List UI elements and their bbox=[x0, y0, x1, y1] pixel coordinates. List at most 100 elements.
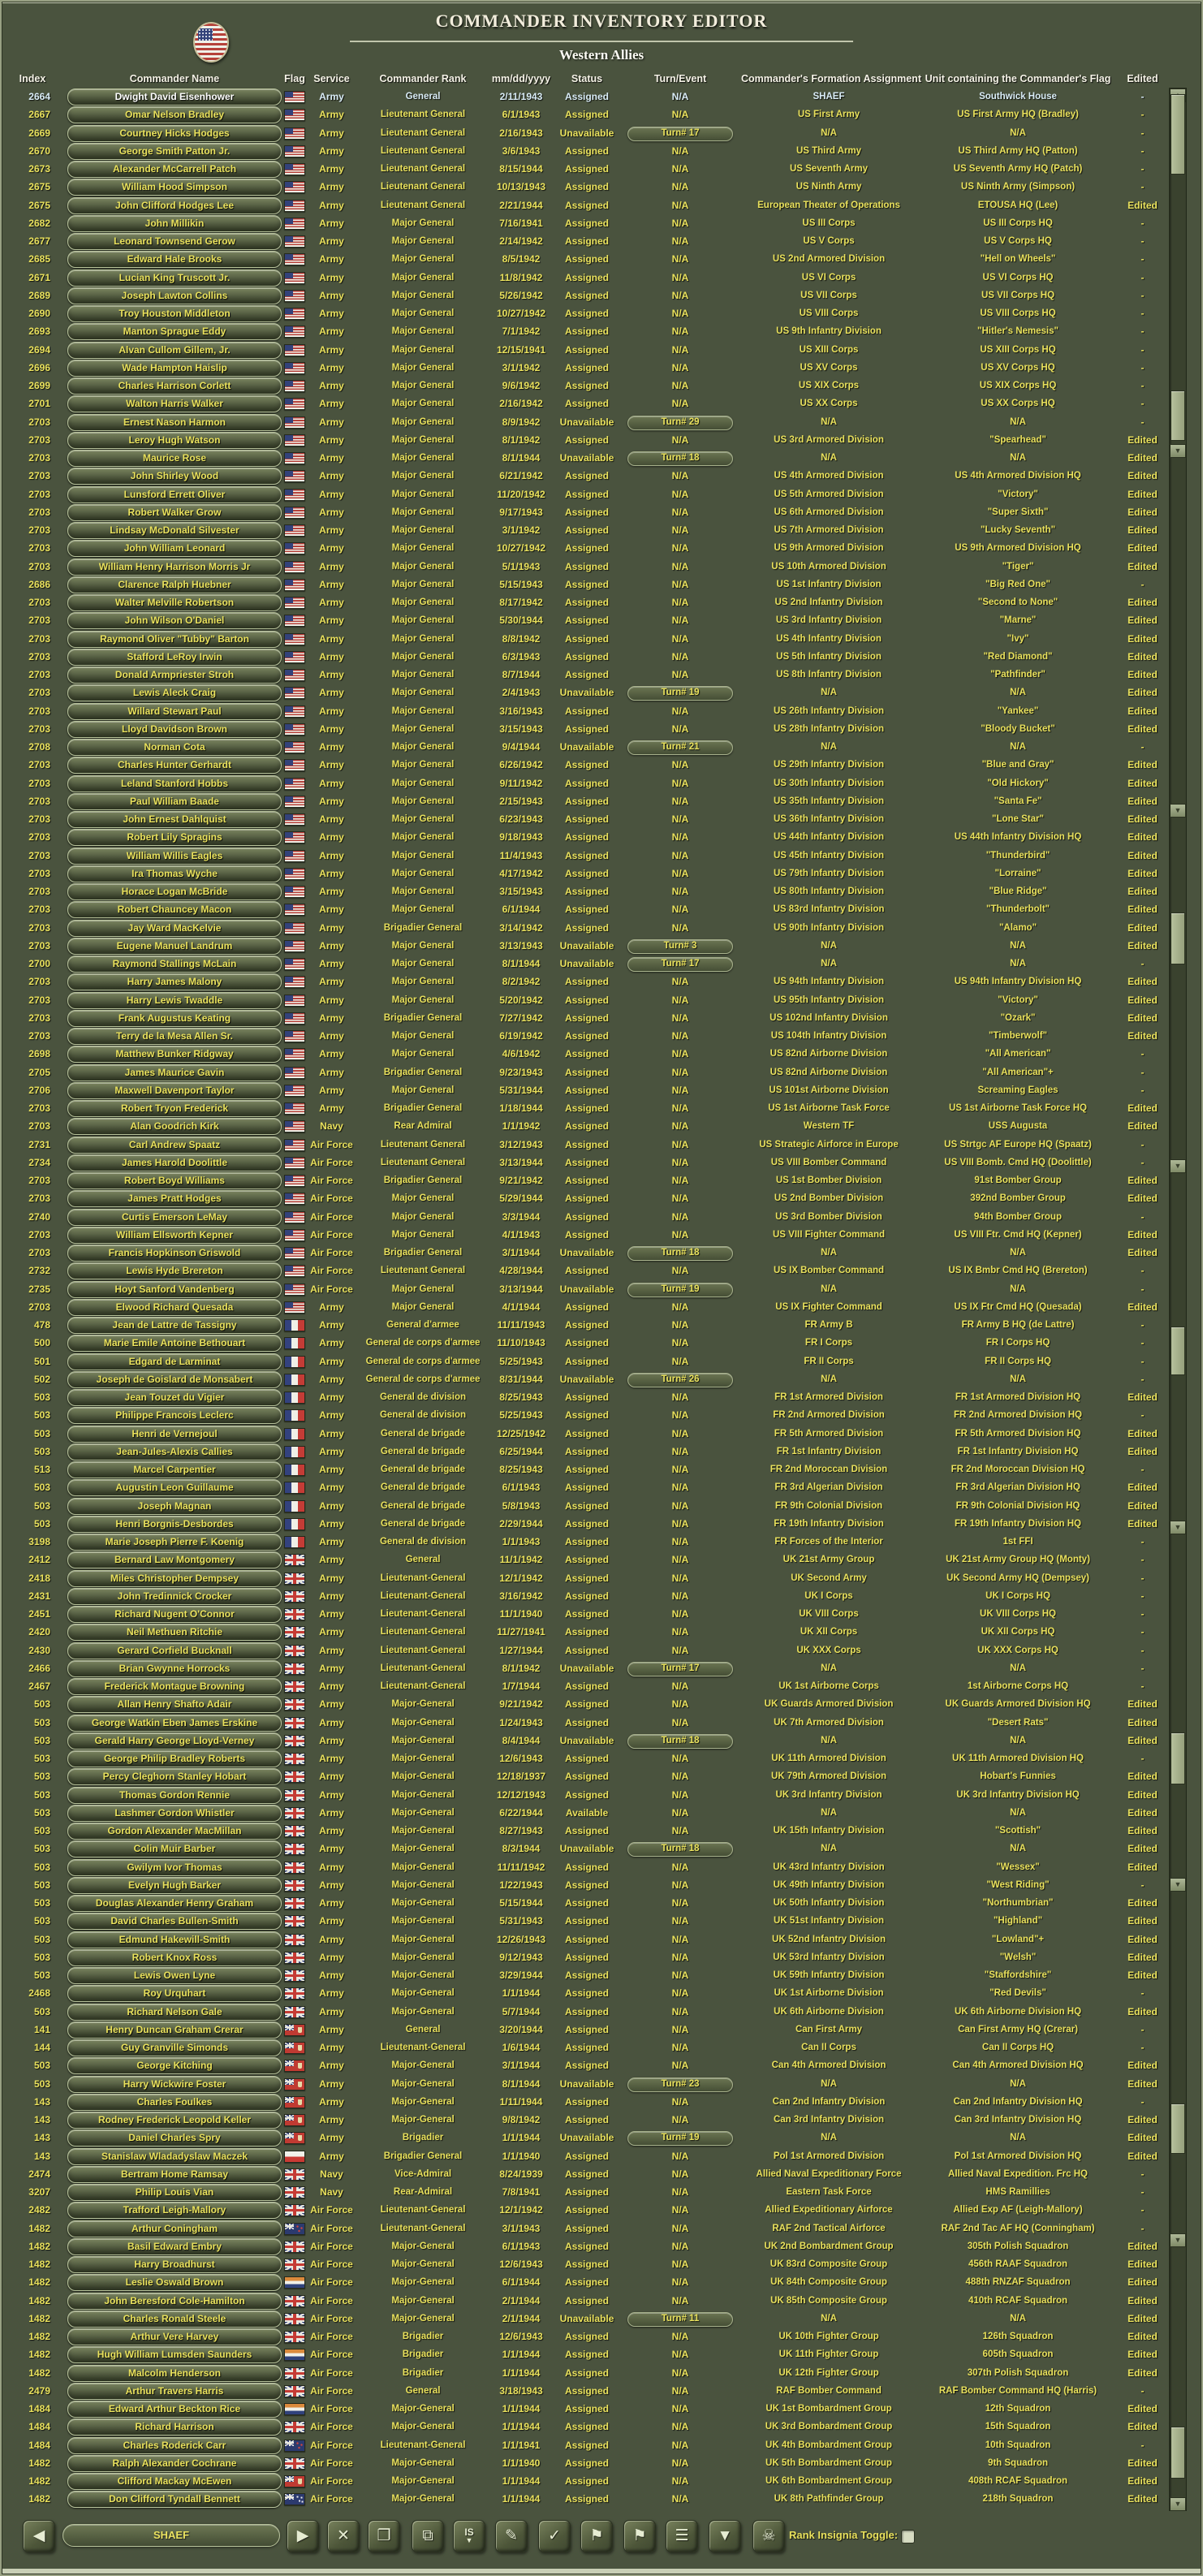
commander-name-button[interactable]: Willard Stewart Paul bbox=[67, 702, 282, 720]
commander-name-button[interactable]: George Watkin Eben James Erskine bbox=[67, 1714, 282, 1732]
commander-name-button[interactable]: Jean de Lattre de Tassigny bbox=[67, 1317, 282, 1334]
commander-name-button[interactable]: Lashmer Gordon Whistler bbox=[67, 1804, 282, 1822]
commander-name-button[interactable]: Thomas Gordon Rennie bbox=[67, 1786, 282, 1804]
commander-name-button[interactable]: Donald Armpriester Stroh bbox=[67, 667, 282, 684]
commander-name-button[interactable]: James Pratt Hodges bbox=[67, 1190, 282, 1208]
commander-name-button[interactable]: Terry de la Mesa Allen Sr. bbox=[67, 1028, 282, 1045]
rank-insignia-checkbox[interactable] bbox=[901, 2530, 915, 2544]
commander-name-button[interactable]: Walton Harris Walker bbox=[67, 395, 282, 413]
commander-name-button[interactable]: Stanislaw Wladadyslaw Maczek bbox=[67, 2147, 282, 2165]
commander-name-button[interactable]: John Clifford Hodges Lee bbox=[67, 196, 282, 214]
commander-name-button[interactable]: Harry Wickwire Foster bbox=[67, 2075, 282, 2093]
commander-name-button[interactable]: Wade Hampton Haislip bbox=[67, 359, 282, 377]
scrollbar-down-icon[interactable]: ▼ bbox=[1170, 444, 1186, 458]
commander-name-button[interactable]: Edward Hale Brooks bbox=[67, 251, 282, 269]
commander-name-button[interactable]: Harry Lewis Twaddle bbox=[67, 991, 282, 1009]
commander-name-button[interactable]: Leland Stanford Hobbs bbox=[67, 775, 282, 792]
commander-name-button[interactable]: John Ernest Dahlquist bbox=[67, 811, 282, 828]
commander-name-button[interactable]: Henri de Vernejoul bbox=[67, 1425, 282, 1443]
commander-name-button[interactable]: Philip Louis Vian bbox=[67, 2184, 282, 2201]
scrollbar-thumb[interactable] bbox=[1171, 2104, 1185, 2154]
commander-name-button[interactable]: Edmund Hakewill-Smith bbox=[67, 1931, 282, 1948]
commander-name-button[interactable]: Ira Thomas Wyche bbox=[67, 865, 282, 882]
commander-name-button[interactable]: George Philip Bradley Roberts bbox=[67, 1750, 282, 1767]
commander-name-button[interactable]: Evelyn Hugh Barker bbox=[67, 1876, 282, 1894]
scrollbar-thumb[interactable] bbox=[1171, 913, 1185, 964]
commander-name-button[interactable]: Charles Foulkes bbox=[67, 2093, 282, 2111]
commander-name-button[interactable]: Maxwell Davenport Taylor bbox=[67, 1081, 282, 1099]
commander-name-button[interactable]: Hoyt Sanford Vandenberg bbox=[67, 1280, 282, 1298]
commander-name-button[interactable]: Edgard de Larminat bbox=[67, 1353, 282, 1370]
next-button[interactable]: ▶ bbox=[287, 2520, 319, 2552]
commander-name-button[interactable]: Leroy Hugh Watson bbox=[67, 431, 282, 449]
commander-name-button[interactable]: William Ellsworth Kepner bbox=[67, 1226, 282, 1244]
commander-name-button[interactable]: George Smith Patton Jr. bbox=[67, 142, 282, 160]
commander-name-button[interactable]: Daniel Charles Spry bbox=[67, 2129, 282, 2147]
commander-name-button[interactable]: Roy Urquhart bbox=[67, 1985, 282, 2003]
commander-name-button[interactable]: Richard Nelson Gale bbox=[67, 2003, 282, 2021]
scrollbar-thumb[interactable] bbox=[1171, 1732, 1185, 1784]
commander-name-button[interactable]: Marcel Carpentier bbox=[67, 1461, 282, 1478]
commander-name-button[interactable]: William Hood Simpson bbox=[67, 179, 282, 196]
commander-name-button[interactable]: Courtney Hicks Hodges bbox=[67, 124, 282, 142]
list-button[interactable]: ☰ bbox=[666, 2520, 698, 2552]
commander-name-button[interactable]: Charles Harrison Corlett bbox=[67, 378, 282, 395]
commander-name-button[interactable]: Carl Andrew Spaatz bbox=[67, 1136, 282, 1154]
commander-name-button[interactable]: Bernard Law Montgomery bbox=[67, 1551, 282, 1569]
commander-name-button[interactable]: John Beresford Cole-Hamilton bbox=[67, 2292, 282, 2310]
commander-name-button[interactable]: Henri Borgnis-Desbordes bbox=[67, 1515, 282, 1533]
commander-name-button[interactable]: Percy Cleghorn Stanley Hobart bbox=[67, 1768, 282, 1786]
commander-name-button[interactable]: Alvan Cullom Gillem, Jr. bbox=[67, 341, 282, 359]
commander-name-button[interactable]: Henry Duncan Graham Crerar bbox=[67, 2021, 282, 2039]
confirm-button[interactable]: ✓ bbox=[538, 2520, 571, 2552]
paste-button[interactable]: ⧉ bbox=[412, 2520, 444, 2552]
commander-name-button[interactable]: Dwight David Eisenhower bbox=[67, 88, 282, 106]
commander-name-button[interactable]: Harry Broadhurst bbox=[67, 2256, 282, 2273]
commander-name-button[interactable]: Gerard Corfield Bucknall bbox=[67, 1642, 282, 1659]
commander-name-button[interactable]: Jean-Jules-Alexis Callies bbox=[67, 1443, 282, 1461]
commander-name-button[interactable]: David Charles Bullen-Smith bbox=[67, 1913, 282, 1931]
commander-name-button[interactable]: Clifford Mackay McEwen bbox=[67, 2473, 282, 2490]
commander-name-button[interactable]: Lewis Owen Lyne bbox=[67, 1967, 282, 1984]
commander-name-button[interactable]: Gordon Alexander MacMillan bbox=[67, 1823, 282, 1840]
edit-button[interactable]: ✎ bbox=[495, 2520, 528, 2552]
commander-name-button[interactable]: Ralph Alexander Cochrane bbox=[67, 2454, 282, 2472]
commander-name-button[interactable]: Harry James Malony bbox=[67, 973, 282, 991]
formation-filter-button[interactable]: SHAEF bbox=[63, 2524, 280, 2547]
flag-edit-button[interactable]: ⚑ bbox=[623, 2520, 656, 2552]
commander-name-button[interactable]: Arthur Vere Harvey bbox=[67, 2328, 282, 2345]
commander-name-button[interactable]: Arthur Travers Harris bbox=[67, 2382, 282, 2400]
commander-name-button[interactable]: James Maurice Gavin bbox=[67, 1064, 282, 1081]
commander-name-button[interactable]: James Harold Doolittle bbox=[67, 1154, 282, 1171]
commander-name-button[interactable]: Elwood Richard Quesada bbox=[67, 1298, 282, 1316]
commander-name-button[interactable]: Lucian King Truscott Jr. bbox=[67, 269, 282, 287]
commander-name-button[interactable]: Robert Boyd Williams bbox=[67, 1172, 282, 1189]
commander-name-button[interactable]: Robert Chauncey Macon bbox=[67, 901, 282, 919]
commander-name-button[interactable]: Augustin Leon Guillaume bbox=[67, 1479, 282, 1497]
commander-name-button[interactable]: Trafford Leigh-Mallory bbox=[67, 2202, 282, 2220]
commander-name-button[interactable]: Leonard Townsend Gerow bbox=[67, 233, 282, 250]
commander-name-button[interactable]: Guy Granville Simonds bbox=[67, 2039, 282, 2056]
scrollbar-down-icon[interactable]: ▼ bbox=[1170, 1878, 1186, 1892]
commander-name-button[interactable]: Joseph Lawton Collins bbox=[67, 287, 282, 304]
commander-name-button[interactable]: Marie Emile Antoine Bethouart bbox=[67, 1335, 282, 1353]
copy-button[interactable]: ❐ bbox=[368, 2520, 400, 2552]
commander-name-button[interactable]: Edward Arthur Beckton Rice bbox=[67, 2401, 282, 2418]
commander-name-button[interactable]: Malcolm Henderson bbox=[67, 2364, 282, 2382]
commander-name-button[interactable]: Charles Roderick Carr bbox=[67, 2436, 282, 2454]
commander-name-button[interactable]: Norman Cota bbox=[67, 739, 282, 756]
scrollbar-thumb[interactable] bbox=[1171, 1327, 1185, 1375]
commander-name-button[interactable]: Eugene Manuel Landrum bbox=[67, 937, 282, 955]
commander-name-button[interactable]: Gerald Harry George Lloyd-Verney bbox=[67, 1732, 282, 1750]
commander-name-button[interactable]: Rodney Frederick Leopold Keller bbox=[67, 2112, 282, 2129]
commander-name-button[interactable]: Lewis Aleck Craig bbox=[67, 684, 282, 702]
commander-name-button[interactable]: Lewis Hyde Brereton bbox=[67, 1262, 282, 1280]
commander-name-button[interactable]: Stafford LeRoy Irwin bbox=[67, 648, 282, 666]
commander-name-button[interactable]: Joseph Magnan bbox=[67, 1497, 282, 1515]
commander-name-button[interactable]: Paul William Baade bbox=[67, 792, 282, 810]
insignia-sort-button[interactable]: IS ▼ bbox=[453, 2520, 485, 2552]
commander-name-button[interactable]: Maurice Rose bbox=[67, 450, 282, 467]
scrollbar-thumb[interactable] bbox=[1171, 390, 1185, 441]
commander-name-button[interactable]: Charles Ronald Steele bbox=[67, 2310, 282, 2328]
commander-name-button[interactable]: William Willis Eagles bbox=[67, 847, 282, 865]
